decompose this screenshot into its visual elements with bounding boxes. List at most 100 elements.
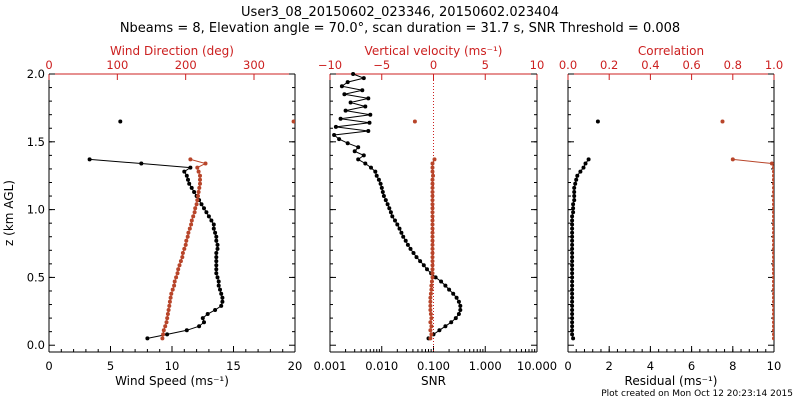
data-point — [430, 259, 435, 264]
data-point — [570, 291, 575, 296]
data-point — [425, 267, 429, 272]
data-point — [430, 255, 435, 260]
data-point — [167, 299, 172, 304]
data-point — [571, 336, 576, 341]
data-point — [174, 275, 179, 280]
data-point — [196, 190, 201, 194]
data-point — [187, 181, 192, 186]
series-snr — [332, 72, 463, 341]
data-point — [164, 320, 169, 325]
data-point — [184, 328, 189, 333]
data-point — [430, 169, 435, 174]
data-point — [381, 194, 386, 198]
data-point — [214, 255, 219, 260]
data-point — [139, 161, 144, 166]
data-point — [206, 214, 211, 219]
data-point — [570, 279, 575, 284]
series-residual-upper- — [595, 119, 600, 124]
data-point — [220, 295, 225, 300]
data-point — [213, 308, 218, 312]
data-point — [433, 275, 438, 280]
x-tick-label: 0 — [564, 359, 571, 373]
data-point — [175, 271, 180, 276]
data-point — [184, 238, 189, 243]
data-point — [214, 251, 219, 255]
data-point — [167, 303, 172, 308]
series-correlation-upper- — [720, 119, 725, 124]
data-point — [216, 279, 221, 284]
data-point — [772, 316, 774, 321]
data-point — [570, 226, 575, 231]
data-point — [182, 169, 187, 174]
data-point — [367, 120, 372, 125]
data-point — [220, 299, 225, 304]
data-point — [772, 218, 774, 223]
data-point — [570, 234, 575, 239]
data-point — [172, 279, 177, 284]
data-point — [572, 190, 577, 194]
data-point — [387, 206, 392, 211]
series-wind-direction-upper- — [291, 119, 295, 124]
top-tick-label: −5 — [373, 58, 390, 72]
data-point — [720, 119, 725, 124]
data-point — [188, 157, 193, 162]
top-tick-label: 300 — [243, 58, 265, 72]
data-point — [165, 316, 170, 321]
data-point — [453, 316, 458, 321]
data-point — [430, 190, 435, 194]
data-point — [214, 267, 219, 272]
series-vertical-velocity — [428, 157, 437, 341]
data-point — [430, 238, 435, 243]
data-point — [430, 206, 435, 211]
data-point — [570, 255, 575, 260]
data-point — [183, 242, 188, 247]
data-point — [189, 218, 194, 223]
data-point — [437, 328, 442, 333]
data-point — [456, 299, 461, 304]
top-tick-label: 0 — [430, 58, 437, 72]
data-point — [772, 279, 774, 284]
data-point — [198, 173, 202, 178]
data-point — [772, 324, 774, 329]
data-point — [570, 287, 575, 292]
data-point — [772, 210, 774, 215]
top-tick-label: 0.4 — [641, 58, 659, 72]
data-point — [572, 198, 577, 203]
data-point — [428, 312, 433, 316]
data-point — [188, 165, 193, 170]
x-tick-label: 6 — [688, 359, 695, 373]
data-point — [369, 165, 373, 170]
data-point — [195, 198, 200, 203]
data-point — [454, 295, 459, 300]
data-point — [214, 259, 219, 264]
data-point — [385, 202, 390, 207]
data-point — [449, 320, 454, 325]
data-point — [772, 312, 774, 316]
data-point — [772, 308, 774, 312]
panel-snr: 0.001 0.010 0.100 1.000 10.000 −10 −5 0 5 10 Verti… — [314, 44, 558, 388]
data-point — [443, 324, 448, 329]
data-point — [87, 157, 92, 162]
data-point — [458, 303, 463, 308]
data-point — [428, 336, 433, 341]
top-tick-label: 200 — [175, 58, 197, 72]
data-point — [348, 100, 353, 105]
data-point — [169, 291, 174, 296]
data-point — [216, 283, 221, 288]
data-point — [352, 149, 357, 154]
data-point — [189, 185, 194, 190]
data-point — [430, 181, 435, 186]
data-point — [203, 161, 208, 166]
data-point — [170, 287, 175, 292]
data-point — [595, 119, 600, 124]
data-point — [145, 336, 150, 341]
data-point — [418, 259, 423, 264]
data-point — [368, 112, 373, 117]
data-point — [361, 153, 366, 158]
data-point — [772, 173, 774, 178]
data-point — [772, 206, 774, 211]
data-point — [570, 303, 575, 308]
data-point — [338, 116, 343, 121]
